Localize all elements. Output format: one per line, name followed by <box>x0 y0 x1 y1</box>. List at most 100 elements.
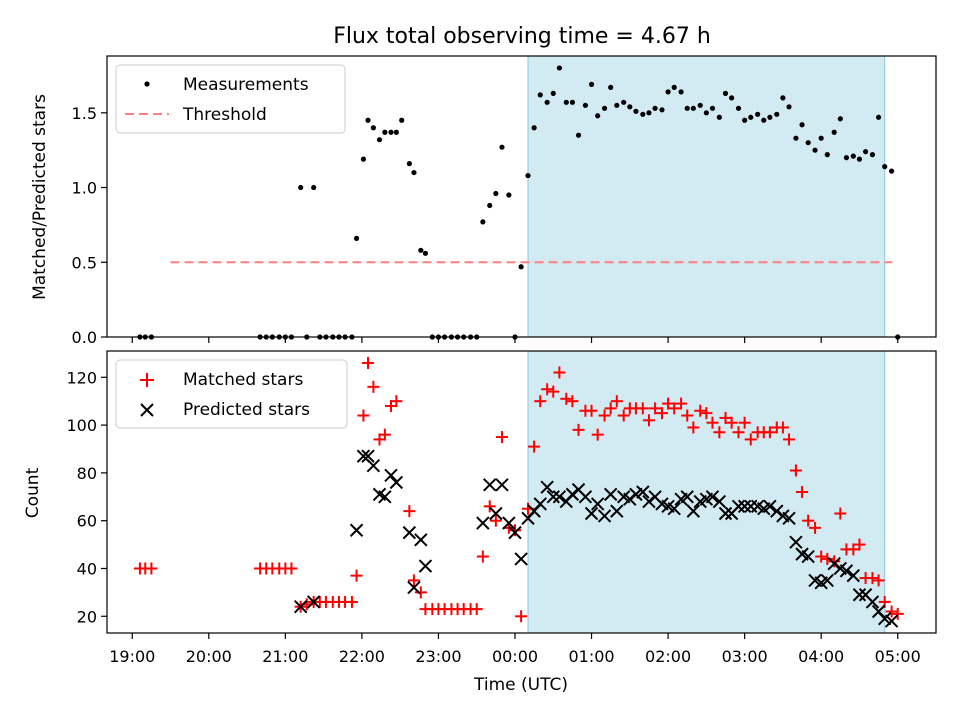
measurement-point <box>799 122 805 128</box>
matched-star-point <box>796 486 809 498</box>
bottom-panel: 20 40 60 80 100 120 19:00 20:00 21:00 22:00 23:00… <box>23 350 937 695</box>
x-tick-label: 00:00 <box>492 647 538 666</box>
measurement-point <box>601 105 608 111</box>
matched-star-point <box>285 562 298 575</box>
measurement-point <box>360 156 367 162</box>
measurement-point <box>767 114 773 120</box>
matched-star-point <box>560 392 573 405</box>
predicted-star-point <box>533 497 547 511</box>
measurement-point <box>703 110 709 116</box>
predicted-star-point <box>712 494 727 509</box>
measurement-point <box>646 110 652 116</box>
predicted-star-point <box>414 533 428 547</box>
top-axes-frame <box>106 55 937 338</box>
matched-star-point <box>610 395 623 408</box>
measurement-point <box>774 111 780 117</box>
legend-measurements: Measurements <box>183 75 309 95</box>
predicted-star-point <box>680 490 694 504</box>
measurement-point <box>659 107 665 113</box>
measurement-point <box>499 144 505 150</box>
bottom-legend-box <box>115 359 348 429</box>
measurement-point <box>614 102 620 108</box>
measurement-point <box>755 111 761 117</box>
top-legend: Measurements Threshold <box>115 64 346 134</box>
y-tick-label: 40 <box>77 559 97 578</box>
measurement-point <box>761 117 767 123</box>
predicted-star-point <box>495 478 509 492</box>
predicted-star-point <box>389 475 404 490</box>
matched-star-point <box>866 572 879 585</box>
predicted-star-point <box>514 552 528 566</box>
measurement-point <box>748 114 754 120</box>
predicted-star-point <box>306 595 321 609</box>
measurement-point <box>633 108 639 114</box>
matched-star-point <box>821 552 834 565</box>
predicted-star-point <box>378 490 392 504</box>
matched-star-point <box>713 426 726 439</box>
predicted-star-point <box>718 506 733 521</box>
measurement-point <box>716 114 722 120</box>
predicted-star-point <box>349 523 364 537</box>
predicted-star-point <box>884 614 899 628</box>
top-legend-box <box>115 64 346 134</box>
top-y-axis-label: Matched/Predicted stars <box>30 94 50 300</box>
matched-star-point <box>495 431 508 444</box>
x-tick-label: 03:00 <box>722 647 768 666</box>
bottom-legend: Matched stars Predicted stars <box>115 359 348 429</box>
predicted-star-point <box>546 490 560 504</box>
matched-star-point <box>414 586 427 599</box>
predicted-star-point <box>686 504 701 518</box>
matched-star-point <box>675 397 688 410</box>
measurement-point <box>399 117 405 123</box>
legend-matched-stars: Matched stars <box>183 370 303 390</box>
matched-star-point <box>636 402 649 415</box>
measurement-point <box>418 247 424 253</box>
measurement-point <box>556 65 562 71</box>
measurement-point <box>365 117 371 123</box>
predicted-star-point <box>590 497 605 511</box>
measurement-point <box>671 84 677 90</box>
measurement-point <box>582 102 589 108</box>
matched-star-point <box>362 356 375 369</box>
measurement-point <box>480 219 486 225</box>
predicted-star-point <box>384 468 398 482</box>
y-tick-label: 1.5 <box>72 104 97 123</box>
y-tick-label: 0.5 <box>72 253 97 272</box>
measurement-point <box>487 202 493 209</box>
x-axis-label: Time (UTC) <box>473 675 568 695</box>
measurement-point <box>388 129 394 135</box>
x-tick-label: 19:00 <box>109 647 155 666</box>
measurement-point <box>311 184 317 191</box>
predicted-star-point <box>597 509 612 523</box>
predicted-star-point <box>578 490 593 504</box>
measurement-point <box>665 89 671 95</box>
matched-star-point <box>872 574 885 587</box>
predicted-star-point <box>366 459 381 473</box>
predicted-star-point <box>839 564 854 578</box>
matched-star-point <box>534 395 547 408</box>
matched-star-point <box>649 402 662 415</box>
matched-star-point <box>515 610 528 623</box>
measurement-point <box>850 153 856 159</box>
matched-star-point <box>828 555 841 568</box>
matched-star-point <box>815 550 828 563</box>
measurement-point <box>621 99 627 105</box>
matched-star-point <box>706 416 719 429</box>
x-tick-label: 23:00 <box>415 647 461 666</box>
legend-measurement-marker <box>144 81 150 87</box>
measurement-point <box>805 140 811 146</box>
measurement-point <box>544 99 550 105</box>
matched-star-point <box>403 505 416 518</box>
y-tick-label: 60 <box>77 512 97 531</box>
x-tick-label: 05:00 <box>875 647 921 666</box>
matched-star-point <box>604 402 617 415</box>
chart-title: Flux total observing time = 4.67 h <box>333 24 711 49</box>
bottom-y-ticks: 20 40 60 80 100 120 <box>66 368 107 626</box>
matched-star-point <box>847 543 860 556</box>
matched-star-point <box>378 428 391 441</box>
measurement-point <box>376 137 383 143</box>
legend-matched-marker <box>140 373 154 387</box>
measurement-points <box>137 65 901 340</box>
x-tick-label: 22:00 <box>339 647 385 666</box>
matched-star-point <box>566 395 579 408</box>
